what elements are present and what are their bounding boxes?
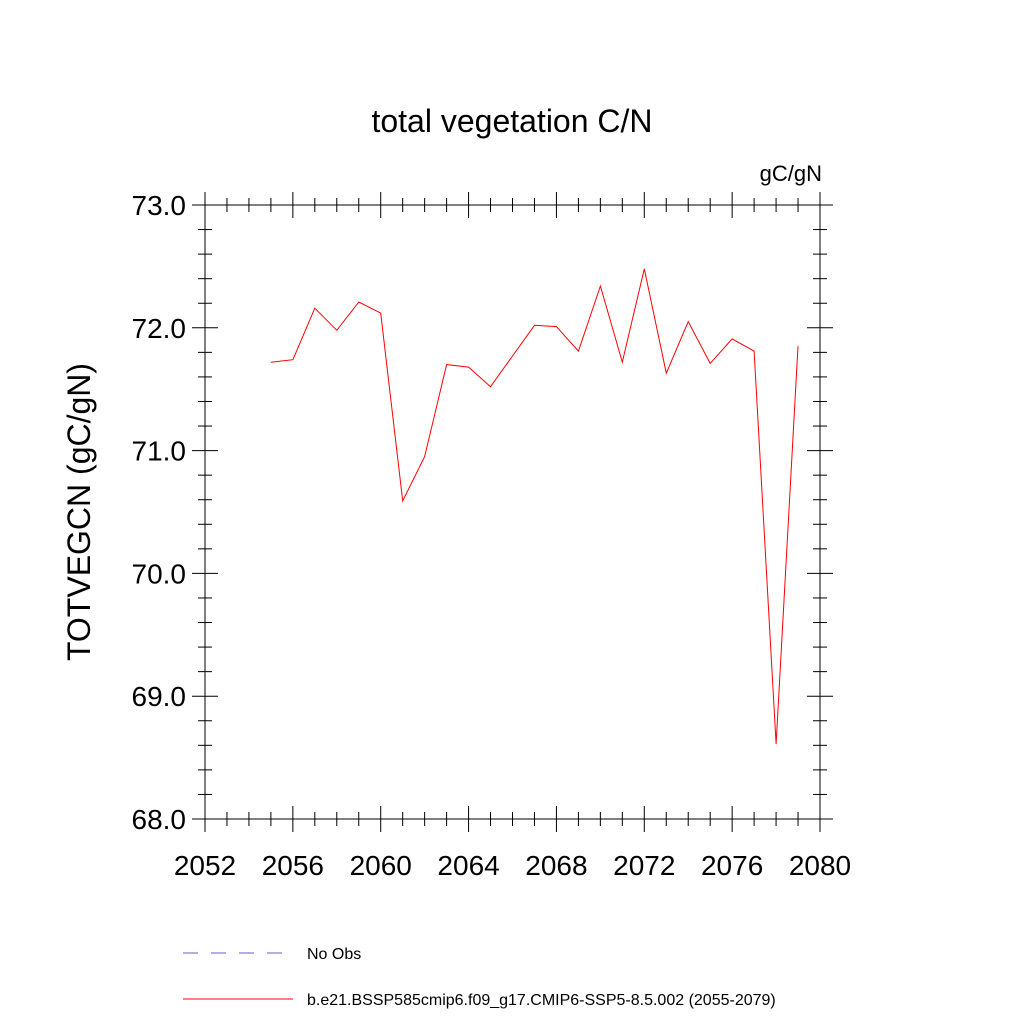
legend-label-no-obs: No Obs [307, 946, 361, 963]
x-tick-label: 2064 [437, 850, 499, 881]
y-tick-label: 70.0 [132, 558, 187, 589]
x-tick-label: 2056 [262, 850, 324, 881]
legend: No Obs b.e21.BSSP585cmip6.f09_g17.CMIP6-… [183, 946, 776, 1009]
y-tick-label: 72.0 [132, 313, 187, 344]
x-axis-ticks [204, 192, 821, 832]
series-layer [270, 268, 799, 745]
y-axis-tick-labels: 68.0 69.0 70.0 71.0 72.0 73.0 [132, 190, 187, 835]
y-tick-label: 71.0 [132, 436, 187, 467]
series-line [270, 268, 799, 745]
units-label: gC/gN [760, 161, 822, 186]
x-tick-label: 2072 [613, 850, 675, 881]
x-tick-label: 2080 [789, 850, 851, 881]
y-axis-label: TOTVEGCN (gC/gN) [61, 363, 97, 661]
y-axis-ticks [192, 204, 833, 820]
legend-label-model-run: b.e21.BSSP585cmip6.f09_g17.CMIP6-SSP5-8.… [307, 992, 776, 1009]
plot-frame [204, 204, 821, 820]
y-tick-label: 68.0 [132, 804, 187, 835]
y-tick-label: 73.0 [132, 190, 187, 221]
x-axis-tick-labels: 2052 2056 2060 2064 2068 2072 2076 2080 [174, 850, 851, 881]
x-tick-label: 2076 [701, 850, 763, 881]
y-tick-label: 69.0 [132, 681, 187, 712]
chart-title: total vegetation C/N [371, 103, 652, 139]
x-tick-label: 2060 [350, 850, 412, 881]
x-tick-label: 2052 [174, 850, 236, 881]
x-tick-label: 2068 [525, 850, 587, 881]
